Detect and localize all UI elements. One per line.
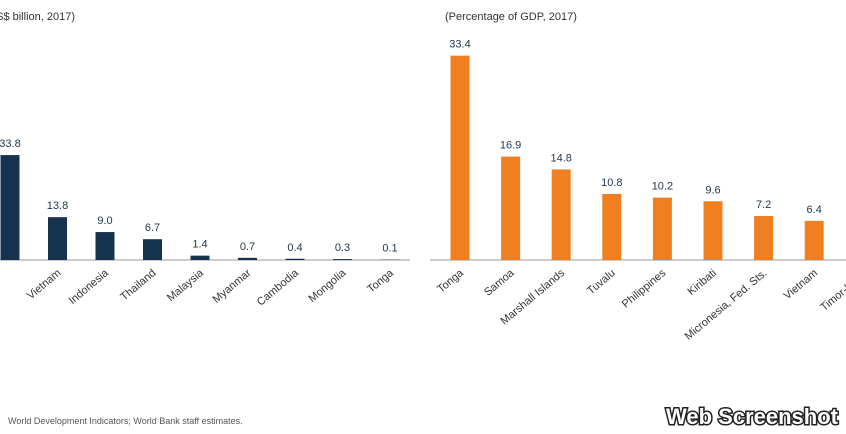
- bar: [652, 197, 672, 260]
- bar: [0, 155, 20, 260]
- bar: [754, 215, 774, 260]
- x-tick-label: Tonga: [365, 267, 396, 296]
- value-label: 16.9: [500, 140, 521, 152]
- value-label: 1.4: [192, 239, 207, 251]
- x-tick-label: Samoa: [482, 267, 517, 299]
- x-tick-label: Tonga: [435, 267, 466, 296]
- value-label: 10.8: [601, 177, 622, 189]
- value-label: 0.1: [382, 243, 397, 255]
- x-tick-label: Myanmar: [211, 267, 254, 306]
- value-label: 0.7: [240, 241, 255, 253]
- bar: [95, 232, 115, 260]
- bar: [501, 156, 521, 260]
- value-label: 33.8: [0, 138, 21, 150]
- x-tick-label: Vietnam: [25, 267, 63, 302]
- bar: [602, 193, 622, 260]
- x-tick-label: Vietnam: [782, 267, 820, 302]
- bar: [333, 259, 352, 260]
- source-note: World Development Indicators; World Bank…: [8, 416, 243, 426]
- x-tick-label: Indonesia: [67, 267, 112, 307]
- x-tick-label: Tuvalu: [585, 267, 618, 297]
- value-label: 33.4: [449, 39, 470, 51]
- bar: [143, 239, 162, 260]
- value-label: 6.7: [145, 222, 160, 234]
- bar: [450, 55, 470, 260]
- bar: [285, 258, 305, 260]
- value-label: 0.3: [335, 242, 350, 254]
- bar: [551, 169, 571, 260]
- x-tick-label: Philippines: [620, 267, 669, 311]
- value-label: 14.8: [550, 152, 571, 164]
- value-label: 7.2: [756, 199, 771, 211]
- bar: [703, 201, 723, 260]
- x-tick-label: Cambodia: [255, 267, 302, 309]
- watermark: Web Screenshot: [666, 404, 839, 429]
- bar: [48, 217, 67, 260]
- x-tick-label: Thailand: [118, 267, 158, 303]
- x-tick-label: Micronesia, Fed. Sts.: [683, 267, 770, 343]
- value-label: 0.4: [287, 242, 302, 254]
- x-tick-label: Timor-Leste: [818, 267, 846, 314]
- value-label: 6.4: [807, 204, 822, 216]
- value-label: 9.0: [97, 215, 112, 227]
- value-label: 9.6: [705, 184, 720, 196]
- x-tick-label: Kiribati: [685, 267, 718, 298]
- x-tick-label: Mongolia: [307, 267, 350, 305]
- value-label: 10.2: [652, 181, 673, 193]
- x-tick-label: Malaysia: [165, 267, 207, 305]
- bar: [238, 257, 257, 260]
- bar: [190, 255, 210, 260]
- bar: [804, 220, 824, 260]
- chart-subtitle: (Percentage of GDP, 2017): [445, 11, 577, 23]
- chart-subtitle: (US$ billion, 2017): [0, 11, 75, 23]
- value-label: 13.8: [47, 200, 68, 212]
